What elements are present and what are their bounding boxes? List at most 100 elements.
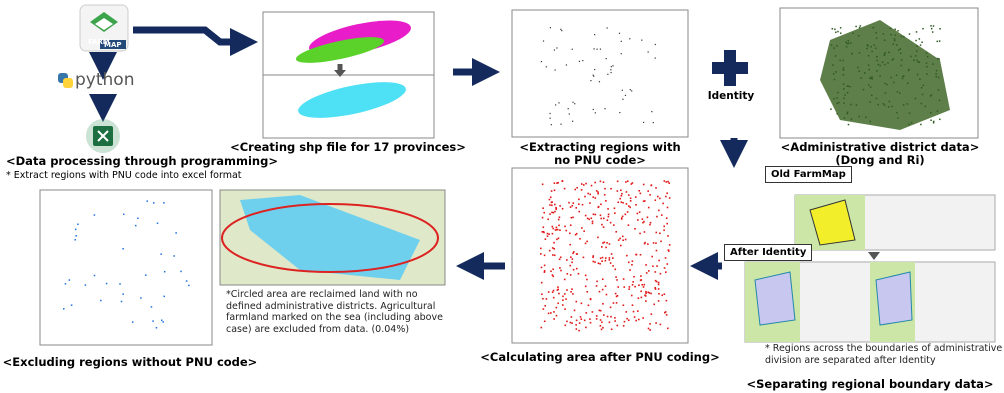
parcel-dot xyxy=(627,180,629,182)
parcel-dot xyxy=(664,267,666,269)
parcel-dot xyxy=(546,66,547,67)
parcel-dot xyxy=(836,45,838,47)
parcel-dot xyxy=(638,284,640,286)
parcel-dot xyxy=(553,242,555,244)
parcel-dot xyxy=(646,272,648,274)
parcel-dot xyxy=(873,27,875,29)
parcel-dot xyxy=(543,226,545,228)
parcel-dot xyxy=(930,119,932,121)
parcel-dot xyxy=(604,241,606,243)
parcel-dot xyxy=(649,292,651,294)
parcel-dot xyxy=(554,49,555,50)
parcel-dot xyxy=(615,276,617,278)
parcel-dot xyxy=(540,253,542,255)
parcel-dot xyxy=(544,265,546,267)
python-label: python xyxy=(75,70,134,90)
parcel-dot xyxy=(593,48,594,49)
parcel-dot xyxy=(843,98,845,100)
parcel-dot xyxy=(909,33,911,35)
identity-label: Identity xyxy=(708,90,755,103)
parcel-dot xyxy=(661,214,663,216)
parcel-dot xyxy=(857,67,859,69)
parcel-dot xyxy=(562,299,564,301)
parcel-dot xyxy=(644,243,646,245)
parcel-dot xyxy=(580,316,582,318)
parcel-dot xyxy=(625,181,627,183)
parcel-dot xyxy=(650,222,652,224)
parcel-dot xyxy=(75,235,77,237)
parcel-dot xyxy=(572,202,574,204)
parcel-dot xyxy=(578,273,580,275)
parcel-dot xyxy=(160,253,162,255)
parcel-dot xyxy=(664,293,666,295)
parcel-dot xyxy=(656,250,658,252)
parcel-dot xyxy=(564,226,566,228)
parcel-dot xyxy=(589,318,591,320)
parcel-dot xyxy=(666,223,668,225)
old-farmmap-image xyxy=(795,195,995,260)
parcel-dot xyxy=(602,303,604,305)
parcel-dot xyxy=(75,229,77,231)
parcel-dot xyxy=(650,185,652,187)
parcel-dot xyxy=(643,184,645,186)
parcel-dot xyxy=(835,32,837,34)
parcel-dot xyxy=(578,199,580,201)
parcel-dot xyxy=(858,35,860,37)
parcel-dot xyxy=(603,181,605,183)
parcel-dot xyxy=(547,235,549,237)
parcel-dot xyxy=(643,286,645,288)
parcel-dot xyxy=(566,64,567,65)
parcel-dot xyxy=(632,304,634,306)
parcel-dot xyxy=(922,28,924,30)
parcel-dot xyxy=(618,239,620,241)
parcel-dot xyxy=(600,325,602,327)
parcel-dot xyxy=(541,282,543,284)
parcel-dot xyxy=(896,74,898,76)
parcel-dot xyxy=(903,75,905,77)
diagram xyxy=(0,0,1004,393)
parcel-dot xyxy=(855,26,857,28)
parcel-dot xyxy=(916,31,918,32)
parcel-dot xyxy=(638,190,640,192)
parcel-dot xyxy=(590,322,592,324)
parcel-dot xyxy=(596,281,598,283)
parcel-dot xyxy=(616,302,618,304)
parcel-dot xyxy=(669,197,671,199)
parcel-dot xyxy=(556,182,558,184)
parcel-dot xyxy=(640,275,642,277)
parcel-dot xyxy=(938,77,940,79)
parcel-dot xyxy=(831,44,833,46)
parcel-dot xyxy=(649,224,651,226)
parcel-dot xyxy=(615,231,617,233)
parcel-dot xyxy=(600,257,602,259)
parcel-dot xyxy=(875,32,877,34)
parcel-dot xyxy=(610,222,612,224)
parcel-dot xyxy=(591,185,593,187)
parcel-dot xyxy=(665,257,667,259)
parcel-dot xyxy=(938,58,940,60)
parcel-dot xyxy=(926,66,928,68)
image-tag: Old FarmMap xyxy=(765,166,852,183)
parcel-dot xyxy=(557,302,559,304)
parcel-dot xyxy=(558,102,559,103)
parcel-dot xyxy=(848,40,850,42)
parcel-dot xyxy=(562,180,564,182)
parcel-dot xyxy=(628,224,630,226)
parcel-dot xyxy=(610,72,611,73)
step-title: <Data processing through programming> xyxy=(6,155,278,168)
parcel-dot xyxy=(659,232,661,234)
parcel-dot xyxy=(667,235,669,237)
parcel-dot xyxy=(553,290,555,292)
parcel-dot xyxy=(565,298,567,300)
parcel-dot xyxy=(621,41,622,42)
parcel-dot xyxy=(175,232,177,234)
parcel-dot xyxy=(644,231,646,233)
parcel-dot xyxy=(645,291,647,293)
parcel-dot xyxy=(594,69,595,70)
parcel-dot xyxy=(628,319,630,321)
parcel-dot xyxy=(887,62,889,64)
parcel-dot xyxy=(871,76,873,78)
parcel-dot xyxy=(543,231,545,233)
parcel-dot xyxy=(598,310,600,312)
parcel-dot xyxy=(612,257,614,259)
